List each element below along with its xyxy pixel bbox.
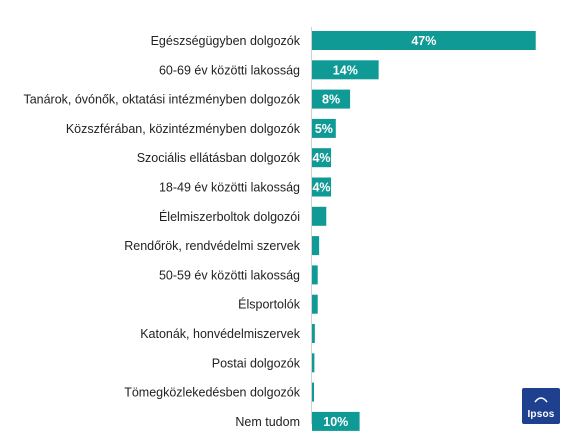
category-label-1: 60-69 év közötti lakosság — [159, 63, 300, 77]
category-label-12: Tömegközlekedésben dolgozók — [124, 386, 301, 400]
value-label-1: 14% — [333, 63, 358, 77]
category-label-5: 18-49 év közötti lakosság — [159, 181, 300, 195]
ipsos-logo: Ipsos — [522, 388, 560, 424]
bar-13 — [312, 411, 360, 431]
value-label-4: 4% — [312, 151, 330, 165]
category-label-2: Tanárok, óvónők, oktatási intézményben d… — [23, 93, 300, 107]
category-label-4: Szociális ellátásban dolgozók — [137, 151, 301, 165]
bar-8 — [312, 265, 318, 285]
category-label-3: Közszférában, közintézményben dolgozók — [66, 122, 301, 136]
bar-9 — [312, 294, 318, 314]
category-label-9: Élsportolók — [238, 297, 301, 312]
bar-11 — [312, 353, 315, 373]
value-label-3: 5% — [315, 122, 333, 136]
category-label-8: 50-59 év közötti lakosság — [159, 268, 300, 282]
bar-7 — [312, 236, 320, 256]
category-label-7: Rendőrök, rendvédelmi szervek — [124, 239, 301, 253]
bar-6 — [312, 206, 327, 226]
category-label-6: Élelmiszerboltok dolgozói — [159, 209, 300, 224]
bar-5 — [312, 177, 332, 197]
ipsos-logo-mark-icon — [534, 397, 548, 403]
category-label-10: Katonák, honvédelmiszervek — [140, 327, 301, 341]
bar-1 — [312, 60, 379, 80]
bar-12 — [312, 382, 314, 402]
category-label-13: Nem tudom — [235, 415, 300, 429]
bar-0 — [312, 31, 536, 50]
value-label-5: 4% — [312, 181, 330, 195]
value-label-0: 47% — [411, 34, 436, 48]
category-label-0: Egészségügyben dolgozók — [151, 34, 301, 48]
bar-10 — [312, 324, 315, 343]
bar-4 — [312, 148, 332, 168]
ipsos-logo-text: Ipsos — [527, 409, 555, 420]
bar-3 — [312, 118, 336, 138]
value-label-2: 8% — [322, 93, 340, 107]
value-label-13: 10% — [323, 415, 348, 429]
bar-2 — [312, 89, 351, 109]
category-label-11: Postai dolgozók — [212, 356, 301, 370]
